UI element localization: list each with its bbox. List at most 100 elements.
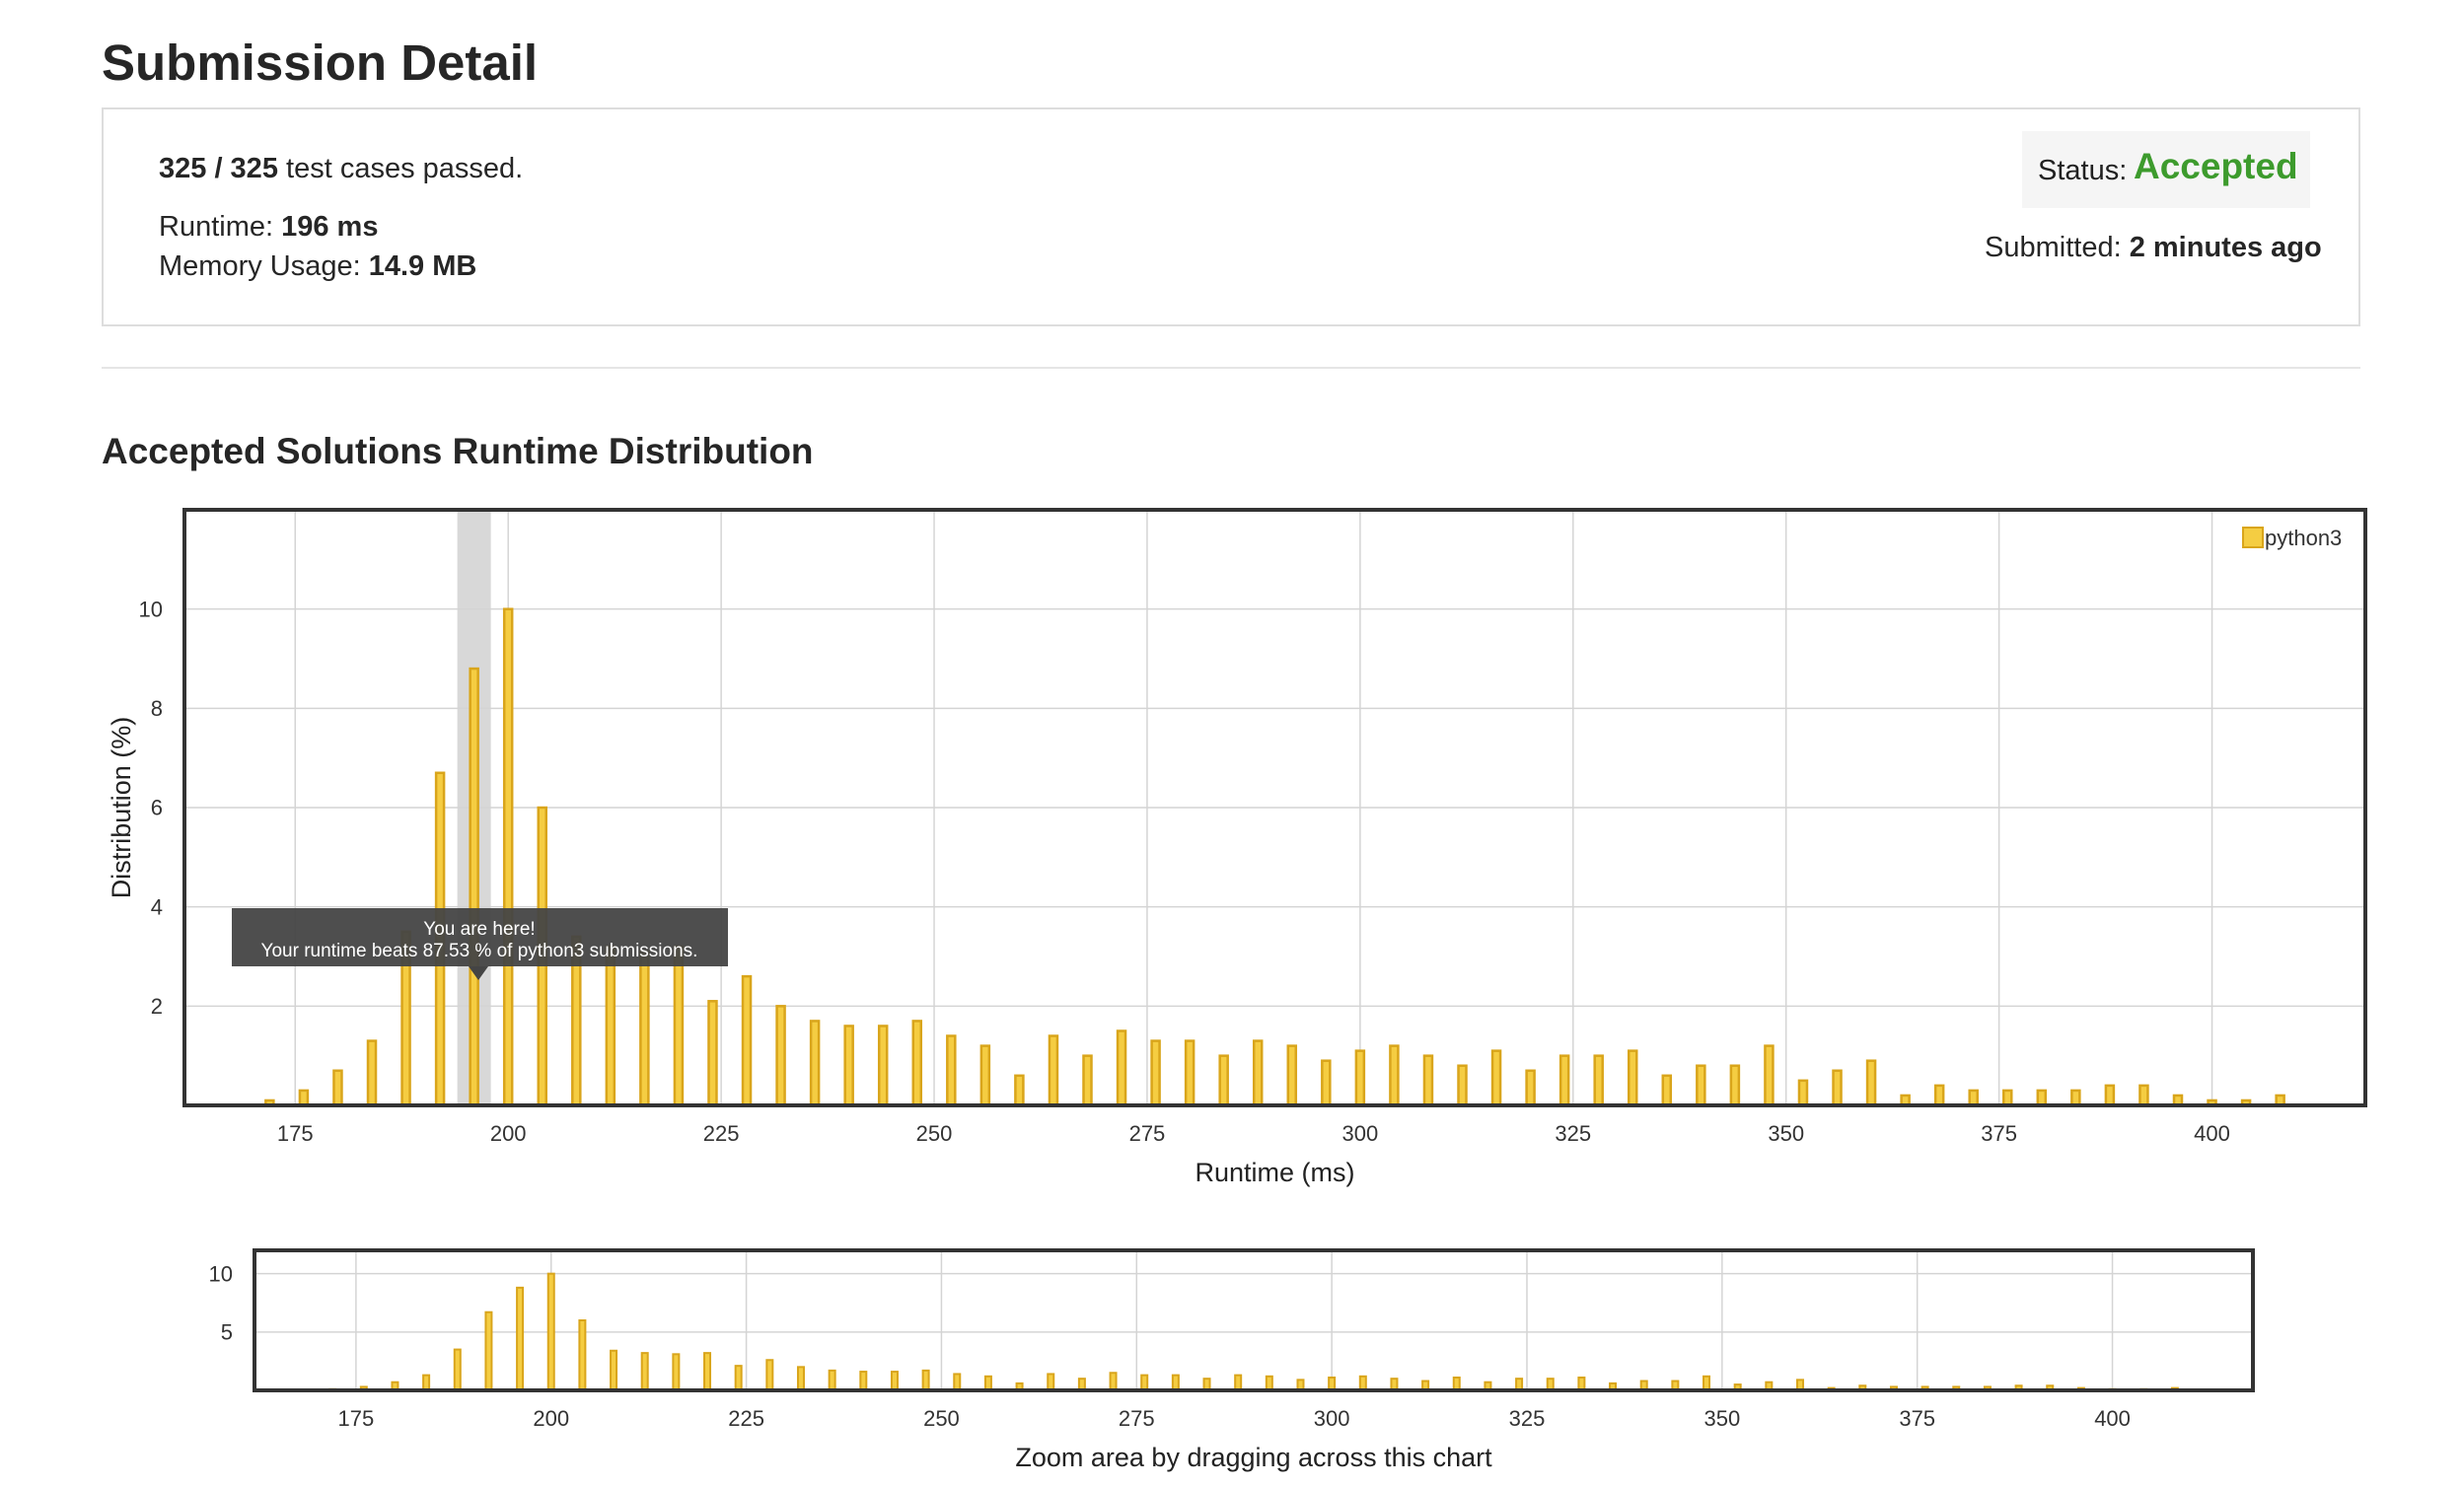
histogram-bar [703,1352,712,1391]
runtime-value: 196 ms [281,211,379,243]
x-tick-label: 200 [533,1406,569,1431]
histogram-bar [1218,1054,1229,1107]
histogram-bar [453,1348,462,1392]
histogram-bar [1286,1044,1298,1107]
status-value: Accepted [2134,146,2298,186]
histogram-bar [1865,1059,1877,1107]
y-tick-label: 4 [151,894,163,919]
histogram-bar [484,1310,493,1392]
histogram-bar [946,1034,957,1107]
test-cases-line: 325 / 325 test cases passed. [159,153,523,185]
memory-value: 14.9 MB [368,250,477,282]
runtime-label: Runtime: [159,211,274,243]
histogram-bar [1265,1375,1273,1392]
tooltip-box [232,908,728,966]
submitted-line: Submitted: 2 minutes ago [1985,232,2322,264]
tooltip-pointer [469,966,488,980]
tooltip-line-1: You are here! [423,919,535,940]
x-tick-label: 300 [1342,1121,1379,1146]
histogram-bar [1389,1044,1400,1107]
histogram-bar [605,945,616,1107]
y-tick-label: 10 [139,597,163,621]
histogram-bar [1116,1029,1127,1107]
histogram-bar [298,1089,310,1107]
zoom-chart[interactable]: 175 200 225 250 275 300 325 350 375 400 5 10 Zoom ar… [209,1248,2255,1472]
runtime-line: Runtime: 196 ms [159,211,378,244]
histogram-bar [877,1025,889,1107]
histogram-bar [1171,1374,1180,1392]
x-tick-label: 250 [923,1406,960,1431]
y-tick-label: 10 [209,1261,233,1286]
histogram-bar [1968,1089,1979,1107]
x-tick-label: 300 [1314,1406,1350,1431]
histogram-bar [516,1286,525,1392]
histogram-bar [1593,1054,1604,1107]
histogram-bar [502,607,514,1107]
x-tick-label: 200 [490,1121,527,1146]
histogram-bar [422,1374,431,1392]
x-tick-label: 275 [1119,1406,1155,1431]
histogram-bar [1422,1054,1434,1107]
histogram-bar [890,1371,899,1391]
y-tick-label: 6 [151,796,163,820]
histogram-bar [983,1375,992,1392]
histogram-bar [1696,1064,1706,1107]
x-tick-label: 325 [1555,1121,1591,1146]
histogram-bar [469,667,479,1107]
histogram-bar [828,1369,836,1391]
histogram-bar [1047,1373,1055,1392]
x-tick-label: 275 [1129,1121,1166,1146]
x-tick-label: 250 [916,1121,953,1146]
histogram-bar [734,1365,743,1392]
test-cases-suffix: test cases passed. [286,153,524,184]
memory-line: Memory Usage: 14.9 MB [159,250,476,283]
histogram-bar [1729,1064,1741,1107]
main-chart: 175 200 225 250 275 300 325 350 375 400 2 4 6 8 10 Runt… [107,508,2367,1187]
histogram-bar [2002,1089,2013,1107]
status-badge: Status: Accepted [2022,131,2310,208]
histogram-bar [672,1353,681,1391]
y-tick-label: 2 [151,994,163,1019]
y-axis-label: Distribution (%) [107,717,136,899]
y-tick-label: 8 [151,696,163,721]
section-divider [102,367,2360,369]
submission-summary-panel [102,107,2360,326]
histogram-bar [1150,1039,1161,1107]
histogram-bar [640,1352,649,1391]
histogram-bar [610,1349,618,1392]
histogram-bar [1048,1034,1059,1107]
histogram-bar [1797,1079,1809,1107]
x-tick-label: 400 [2094,1406,2131,1431]
y-tick-label: 5 [221,1320,233,1345]
histogram-bar [2104,1084,2116,1107]
x-tick-label: 350 [1768,1121,1804,1146]
x-tick-label: 175 [338,1406,375,1431]
histogram-bar [1627,1049,1638,1107]
histogram-bar [859,1371,868,1391]
histogram-bar [1358,1375,1367,1392]
histogram-bar [639,950,650,1107]
histogram-bar [1234,1374,1243,1392]
histogram-bar [673,945,685,1107]
legend-label: python3 [2265,526,2342,550]
histogram-bar [1252,1039,1264,1107]
histogram-bar [578,1319,587,1391]
histogram-bar [1014,1074,1025,1107]
submitted-label: Submitted: [1985,232,2122,263]
histogram-bar [1703,1375,1711,1392]
histogram-bar [2138,1084,2149,1107]
histogram-bar [809,1020,821,1107]
x-axis-label: Zoom area by dragging across this chart [1015,1443,1492,1472]
x-tick-label: 375 [1981,1121,2017,1146]
histogram-bar [843,1025,854,1107]
plot-frame [253,1248,2255,1392]
section-title: Accepted Solutions Runtime Distribution [102,431,814,471]
histogram-bar [332,1069,343,1107]
histogram-bar [707,1000,718,1107]
histogram-bar [1490,1049,1502,1107]
histogram-bar [1140,1374,1149,1392]
legend-swatch [2242,527,2264,548]
tooltip-line-2: Your runtime beats 87.53 % of python3 su… [261,941,698,961]
x-axis-label: Runtime (ms) [1195,1158,1354,1187]
